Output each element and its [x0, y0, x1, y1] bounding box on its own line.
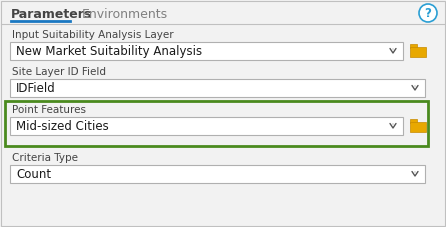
FancyBboxPatch shape [410, 44, 417, 48]
Bar [10, 165, 425, 183]
Text: Mid-sized Cities: Mid-sized Cities [16, 119, 109, 133]
Text: Point Features: Point Features [12, 105, 86, 115]
Text: Input Suitability Analysis Layer: Input Suitability Analysis Layer [12, 30, 173, 40]
Circle shape [419, 4, 437, 22]
Bar [410, 122, 426, 132]
Bar [10, 79, 425, 97]
Text: IDField: IDField [16, 81, 56, 94]
Bar [410, 47, 426, 57]
Text: Site Layer ID Field: Site Layer ID Field [12, 67, 106, 77]
FancyBboxPatch shape [410, 119, 417, 123]
Text: Environments: Environments [82, 7, 168, 20]
Text: Count: Count [16, 168, 51, 180]
Bar [10, 42, 403, 60]
Bar [10, 117, 403, 135]
Text: ?: ? [425, 7, 431, 20]
Bar [5, 101, 428, 146]
Text: New Market Suitability Analysis: New Market Suitability Analysis [16, 44, 202, 57]
Text: Parameters: Parameters [11, 7, 92, 20]
Text: Criteria Type: Criteria Type [12, 153, 78, 163]
